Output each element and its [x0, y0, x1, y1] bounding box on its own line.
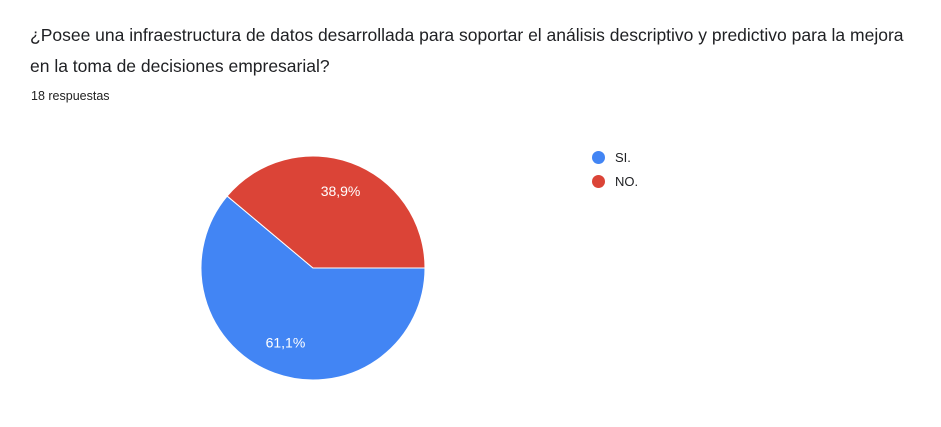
pie-slice-si[interactable]	[200, 195, 426, 381]
legend-item-si: SI.	[592, 147, 638, 167]
pie-slice-value-label: 38,9%	[321, 183, 361, 199]
legend-label-si: SI.	[615, 149, 631, 165]
legend-item-no: NO.	[592, 171, 638, 191]
pie-slice-value-label: 61,1%	[266, 334, 306, 350]
pie-chart: 61,1% 38,9%	[163, 118, 463, 418]
pie-chart-svg: 61,1% 38,9%	[200, 155, 426, 381]
legend-color-dot-si	[592, 150, 605, 164]
legend-label-no: NO.	[615, 173, 639, 189]
legend-color-dot-no	[592, 174, 605, 188]
responses-count: 18 respuestas	[31, 89, 110, 103]
pie-slice-no[interactable]	[226, 155, 426, 269]
question-title: ¿Posee una infraestructura de datos desa…	[30, 25, 904, 76]
chart-legend: SI. NO.	[592, 147, 638, 195]
